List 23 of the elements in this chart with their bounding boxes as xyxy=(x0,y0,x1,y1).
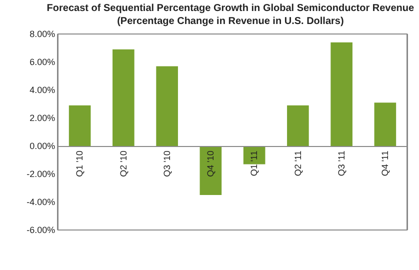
bar xyxy=(287,105,309,146)
chart-title: Forecast of Sequential Percentage Growth in Global Semiconductor Revenue (Percentage Change in Revenue in U.S. Dollars) xyxy=(46,2,415,27)
y-tick-label: 8.00% xyxy=(30,29,56,40)
x-tick-label: Q2 '11 xyxy=(292,150,303,176)
y-tick-label: -6.00% xyxy=(26,225,56,236)
bar xyxy=(112,49,134,146)
x-tick-label: Q4 '10 xyxy=(206,150,216,177)
bar xyxy=(374,102,396,146)
y-tick-label: -2.00% xyxy=(26,169,56,180)
y-tick-label: 4.00% xyxy=(30,85,56,96)
x-tick-label: Q2 '10 xyxy=(118,150,128,177)
y-tick-label: 6.00% xyxy=(30,57,56,68)
x-tick-label: Q4 '11 xyxy=(380,150,390,176)
y-tick-label: -4.00% xyxy=(26,197,56,208)
y-tick-label: 2.00% xyxy=(30,113,56,124)
x-tick-label: Q3 '10 xyxy=(162,150,172,177)
x-tick-label: Q1 '11 xyxy=(249,150,260,176)
x-tick-label: Q3 '11 xyxy=(336,150,346,176)
bar xyxy=(68,105,91,146)
bar xyxy=(156,66,178,146)
x-tick-label: Q1 '10 xyxy=(74,150,85,177)
y-tick-label: 0.00% xyxy=(30,141,56,152)
bar xyxy=(330,42,352,146)
